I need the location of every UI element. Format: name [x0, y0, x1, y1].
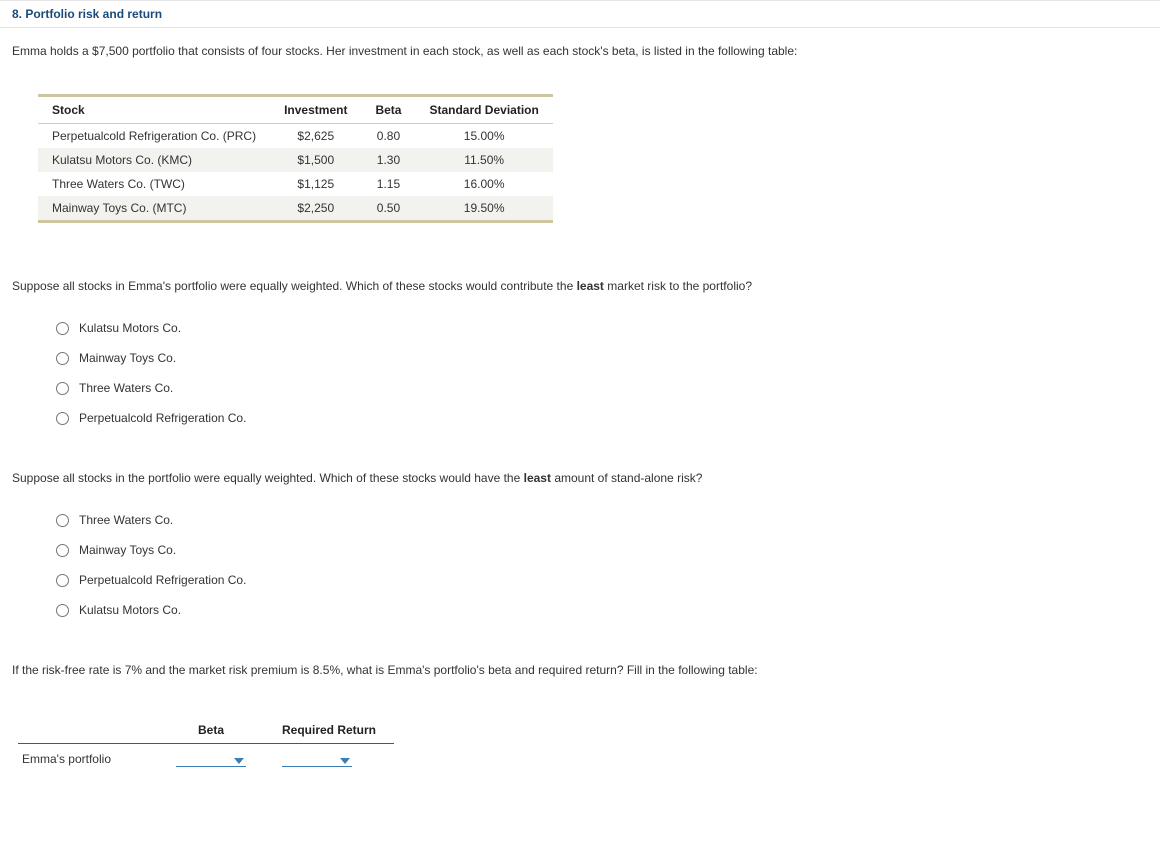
cell-stock: Perpetualcold Refrigeration Co. (PRC) [38, 124, 270, 149]
fill-cell-beta [158, 744, 264, 772]
option-row[interactable]: Perpetualcold Refrigeration Co. [56, 403, 1148, 433]
radio-input[interactable] [56, 544, 69, 557]
stock-table-wrap: Stock Investment Beta Standard Deviation… [38, 94, 1148, 223]
cell-investment: $2,625 [270, 124, 361, 149]
option-label: Perpetualcold Refrigeration Co. [79, 411, 246, 425]
chevron-down-icon [234, 758, 244, 764]
radio-input[interactable] [56, 352, 69, 365]
option-label: Three Waters Co. [79, 381, 173, 395]
fill-table: Beta Required Return Emma's portfolio [18, 719, 394, 771]
section-title: 8. Portfolio risk and return [12, 7, 162, 21]
cell-stock: Mainway Toys Co. (MTC) [38, 196, 270, 222]
col-beta: Beta [361, 96, 415, 124]
table-header-row: Stock Investment Beta Standard Deviation [38, 96, 553, 124]
cell-sd: 19.50% [415, 196, 552, 222]
radio-input[interactable] [56, 574, 69, 587]
option-label: Kulatsu Motors Co. [79, 603, 181, 617]
col-sd: Standard Deviation [415, 96, 552, 124]
col-stock: Stock [38, 96, 270, 124]
cell-investment: $1,500 [270, 148, 361, 172]
fill-col-return: Required Return [264, 719, 394, 744]
cell-investment: $2,250 [270, 196, 361, 222]
fill-row-label: Emma's portfolio [18, 744, 158, 772]
table-row: Kulatsu Motors Co. (KMC) $1,500 1.30 11.… [38, 148, 553, 172]
option-row[interactable]: Mainway Toys Co. [56, 343, 1148, 373]
question1-prompt: Suppose all stocks in Emma's portfolio w… [12, 277, 1148, 295]
option-row[interactable]: Perpetualcold Refrigeration Co. [56, 565, 1148, 595]
cell-sd: 15.00% [415, 124, 552, 149]
cell-beta: 1.15 [361, 172, 415, 196]
chevron-down-icon [340, 758, 350, 764]
radio-input[interactable] [56, 322, 69, 335]
option-row[interactable]: Kulatsu Motors Co. [56, 595, 1148, 625]
question2-options: Three Waters Co. Mainway Toys Co. Perpet… [56, 505, 1148, 625]
option-label: Perpetualcold Refrigeration Co. [79, 573, 246, 587]
beta-dropdown[interactable] [176, 758, 246, 767]
radio-input[interactable] [56, 382, 69, 395]
option-label: Kulatsu Motors Co. [79, 321, 181, 335]
cell-investment: $1,125 [270, 172, 361, 196]
fill-header-row: Beta Required Return [18, 719, 394, 744]
option-row[interactable]: Three Waters Co. [56, 373, 1148, 403]
question3-prompt: If the risk-free rate is 7% and the mark… [12, 661, 1148, 679]
radio-input[interactable] [56, 514, 69, 527]
fill-table-wrap: Beta Required Return Emma's portfolio [18, 719, 1148, 771]
option-label: Mainway Toys Co. [79, 351, 176, 365]
fill-empty-header [18, 719, 158, 744]
fill-row: Emma's portfolio [18, 744, 394, 772]
cell-sd: 11.50% [415, 148, 552, 172]
option-row[interactable]: Kulatsu Motors Co. [56, 313, 1148, 343]
table-row: Mainway Toys Co. (MTC) $2,250 0.50 19.50… [38, 196, 553, 222]
cell-sd: 16.00% [415, 172, 552, 196]
cell-beta: 0.80 [361, 124, 415, 149]
option-label: Three Waters Co. [79, 513, 173, 527]
required-return-dropdown[interactable] [282, 758, 352, 767]
q2-bold: least [524, 471, 551, 485]
stock-table: Stock Investment Beta Standard Deviation… [38, 94, 553, 223]
table-row: Perpetualcold Refrigeration Co. (PRC) $2… [38, 124, 553, 149]
fill-col-beta: Beta [158, 719, 264, 744]
q2-post: amount of stand-alone risk? [551, 471, 702, 485]
section-header: 8. Portfolio risk and return [0, 0, 1160, 28]
radio-input[interactable] [56, 604, 69, 617]
q1-bold: least [577, 279, 604, 293]
q2-pre: Suppose all stocks in the portfolio were… [12, 471, 524, 485]
q1-pre: Suppose all stocks in Emma's portfolio w… [12, 279, 577, 293]
option-label: Mainway Toys Co. [79, 543, 176, 557]
cell-beta: 1.30 [361, 148, 415, 172]
col-investment: Investment [270, 96, 361, 124]
question1-options: Kulatsu Motors Co. Mainway Toys Co. Thre… [56, 313, 1148, 433]
cell-beta: 0.50 [361, 196, 415, 222]
fill-cell-return [264, 744, 394, 772]
cell-stock: Kulatsu Motors Co. (KMC) [38, 148, 270, 172]
content-area: Emma holds a $7,500 portfolio that consi… [0, 28, 1160, 791]
intro-text: Emma holds a $7,500 portfolio that consi… [12, 42, 1148, 60]
cell-stock: Three Waters Co. (TWC) [38, 172, 270, 196]
option-row[interactable]: Three Waters Co. [56, 505, 1148, 535]
table-row: Three Waters Co. (TWC) $1,125 1.15 16.00… [38, 172, 553, 196]
option-row[interactable]: Mainway Toys Co. [56, 535, 1148, 565]
radio-input[interactable] [56, 412, 69, 425]
q1-post: market risk to the portfolio? [604, 279, 752, 293]
question2-prompt: Suppose all stocks in the portfolio were… [12, 469, 1148, 487]
